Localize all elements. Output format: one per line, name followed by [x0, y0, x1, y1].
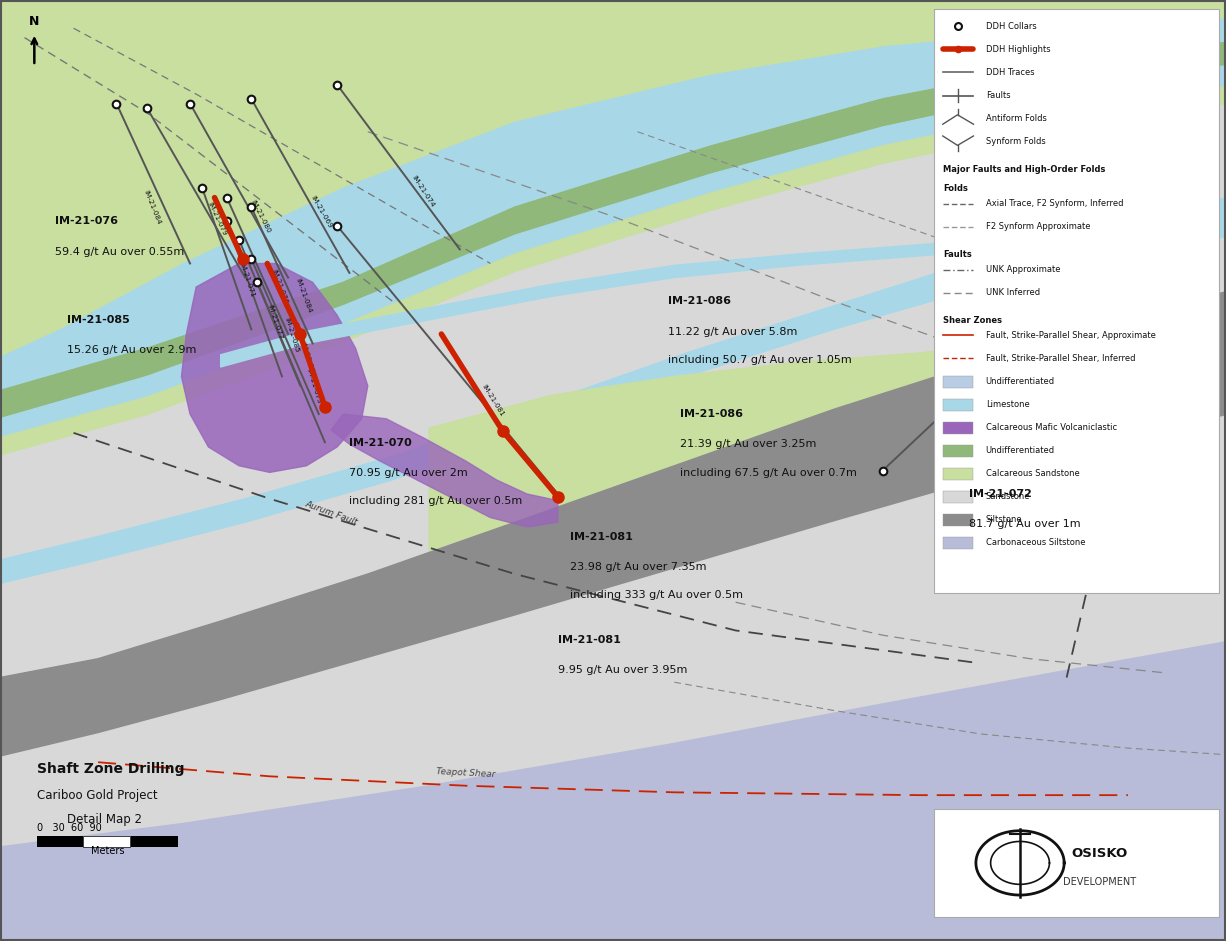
Text: DEVELOPMENT: DEVELOPMENT — [1063, 877, 1137, 886]
Polygon shape — [0, 42, 1226, 419]
Text: Calcareous Mafic Volcaniclastic: Calcareous Mafic Volcaniclastic — [986, 423, 1117, 432]
Bar — [943, 537, 973, 550]
Text: IM-21-076: IM-21-076 — [55, 216, 118, 227]
Text: UNK Approximate: UNK Approximate — [986, 265, 1060, 274]
Text: IM-21-073: IM-21-073 — [305, 368, 321, 405]
Text: Folds: Folds — [943, 184, 967, 193]
Text: Aurum Fault: Aurum Fault — [304, 499, 358, 527]
Polygon shape — [0, 19, 1226, 391]
Text: IM-21-084: IM-21-084 — [142, 189, 162, 226]
Text: Teapot Shear: Teapot Shear — [436, 768, 495, 779]
Polygon shape — [0, 0, 1226, 358]
Text: Calcareous Sandstone: Calcareous Sandstone — [986, 470, 1079, 478]
Text: including 281 g/t Au over 0.5m: including 281 g/t Au over 0.5m — [349, 496, 522, 506]
Text: Jack of Clubs Fault: Jack of Clubs Fault — [1101, 404, 1130, 481]
Text: IM-21-081: IM-21-081 — [558, 635, 620, 646]
Text: IM-21-084: IM-21-084 — [294, 278, 313, 314]
Polygon shape — [0, 66, 1226, 438]
Bar — [943, 468, 973, 480]
Polygon shape — [0, 292, 1226, 758]
Text: Major Faults and High-Order Folds: Major Faults and High-Order Folds — [943, 165, 1105, 174]
Text: 15.26 g/t Au over 2.9m: 15.26 g/t Au over 2.9m — [67, 345, 197, 356]
Bar — [131, 836, 178, 847]
Bar — [934, 9, 1219, 593]
Text: Detail Map 2: Detail Map 2 — [67, 813, 142, 826]
Text: IM-21-085: IM-21-085 — [67, 315, 130, 326]
Text: including 50.7 g/t Au over 1.05m: including 50.7 g/t Au over 1.05m — [668, 355, 852, 365]
Text: 21.39 g/t Au over 3.25m: 21.39 g/t Au over 3.25m — [680, 439, 817, 450]
Text: IM-21-080: IM-21-080 — [249, 199, 271, 234]
Text: DDH Highlights: DDH Highlights — [986, 45, 1051, 54]
Text: Undifferentiated: Undifferentiated — [986, 377, 1054, 386]
Text: Synform Folds: Synform Folds — [986, 137, 1046, 146]
Bar — [943, 445, 973, 457]
Text: N: N — [29, 15, 39, 28]
Text: Faults: Faults — [986, 91, 1010, 100]
Text: Limestone: Limestone — [986, 400, 1030, 409]
Text: 11.22 g/t Au over 5.8m: 11.22 g/t Au over 5.8m — [668, 327, 798, 337]
Text: IM-21-086: IM-21-086 — [1047, 329, 1068, 366]
Text: 81.7 g/t Au over 1m: 81.7 g/t Au over 1m — [969, 519, 1080, 530]
Text: DDH Traces: DDH Traces — [986, 68, 1035, 77]
Text: IM-21-081: IM-21-081 — [570, 532, 633, 542]
Text: IM-21-074: IM-21-074 — [411, 175, 435, 209]
Polygon shape — [221, 226, 1226, 367]
Text: 9.95 g/t Au over 3.95m: 9.95 g/t Au over 3.95m — [558, 665, 688, 676]
Text: Antiform Folds: Antiform Folds — [986, 114, 1047, 123]
Polygon shape — [0, 87, 1226, 456]
Polygon shape — [0, 198, 1226, 583]
Bar — [943, 491, 973, 503]
Text: Fault, Strike-Parallel Shear, Inferred: Fault, Strike-Parallel Shear, Inferred — [986, 354, 1135, 363]
Text: 0   30  60  90: 0 30 60 90 — [37, 822, 102, 833]
Text: F2 Synform Approximate: F2 Synform Approximate — [986, 222, 1090, 231]
Text: IM-21-081: IM-21-081 — [481, 383, 505, 417]
Text: IM-21-086: IM-21-086 — [680, 409, 743, 420]
Text: IM-21-085: IM-21-085 — [283, 316, 299, 353]
Text: IM-21-076: IM-21-076 — [270, 268, 288, 305]
Polygon shape — [0, 105, 1226, 678]
Bar — [934, 809, 1219, 917]
Bar — [943, 399, 973, 411]
Text: IM-21-071: IM-21-071 — [238, 262, 255, 298]
Text: 23.98 g/t Au over 7.35m: 23.98 g/t Au over 7.35m — [570, 562, 706, 572]
Text: IM-21-070: IM-21-070 — [299, 342, 315, 378]
Polygon shape — [181, 263, 368, 472]
Text: Siltstone: Siltstone — [986, 516, 1022, 524]
Text: 59.4 g/t Au over 0.55m: 59.4 g/t Au over 0.55m — [55, 247, 184, 257]
Text: including 333 g/t Au over 0.5m: including 333 g/t Au over 0.5m — [570, 590, 743, 600]
Text: Axial Trace, F2 Synform, Inferred: Axial Trace, F2 Synform, Inferred — [986, 199, 1123, 208]
Text: Cariboo Gold Project: Cariboo Gold Project — [37, 789, 157, 802]
Bar — [943, 514, 973, 526]
Text: Carbonaceous Siltstone: Carbonaceous Siltstone — [986, 538, 1085, 548]
Text: Shaft Zone Drilling: Shaft Zone Drilling — [37, 762, 184, 776]
Bar — [37, 836, 83, 847]
Text: Faults: Faults — [943, 250, 971, 259]
Text: including 67.5 g/t Au over 0.7m: including 67.5 g/t Au over 0.7m — [680, 468, 857, 478]
Text: Sandstone: Sandstone — [986, 492, 1030, 502]
Text: IM-21-069: IM-21-069 — [309, 195, 333, 230]
Bar — [83, 836, 130, 847]
Polygon shape — [429, 292, 1226, 550]
Text: OSISKO: OSISKO — [1072, 847, 1128, 860]
Text: IM-21-072: IM-21-072 — [969, 489, 1031, 500]
Text: IM-21-092: IM-21-092 — [969, 372, 997, 404]
Polygon shape — [331, 414, 558, 527]
Polygon shape — [0, 642, 1226, 941]
Text: DDH Collars: DDH Collars — [986, 22, 1036, 31]
Text: IM-21-070: IM-21-070 — [349, 438, 412, 448]
Text: UNK Inferred: UNK Inferred — [986, 288, 1040, 297]
Text: 70.95 g/t Au over 2m: 70.95 g/t Au over 2m — [349, 468, 468, 478]
Text: IM-21-077: IM-21-077 — [266, 304, 283, 341]
Text: Shear Zones: Shear Zones — [943, 315, 1002, 325]
Text: IM-21-086: IM-21-086 — [668, 296, 731, 307]
Text: Undifferentiated: Undifferentiated — [986, 446, 1054, 455]
Text: IM-21-072: IM-21-072 — [1068, 321, 1085, 359]
Bar — [943, 375, 973, 388]
Polygon shape — [0, 416, 1226, 847]
Text: Meters: Meters — [91, 846, 124, 856]
Text: IM-21-079: IM-21-079 — [206, 200, 228, 236]
Bar — [943, 422, 973, 434]
Text: Fault, Strike-Parallel Shear, Approximate: Fault, Strike-Parallel Shear, Approximat… — [986, 331, 1156, 340]
